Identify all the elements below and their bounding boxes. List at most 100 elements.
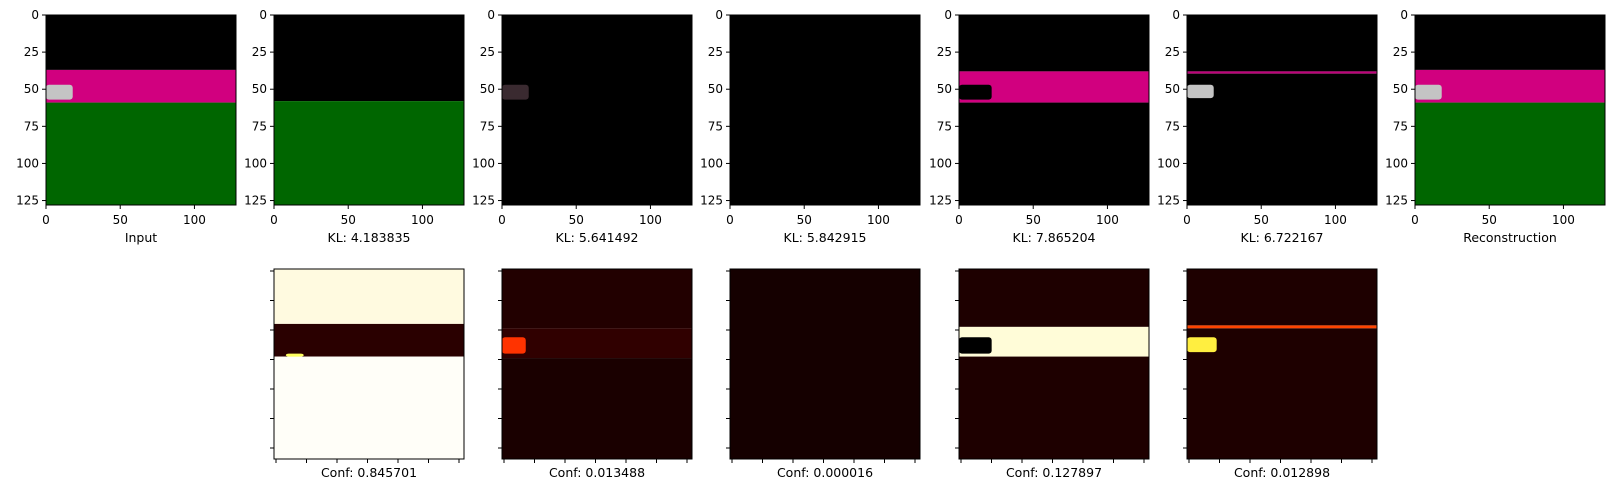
image-band-0 <box>730 269 920 459</box>
y-tick-label: 125 <box>929 194 952 208</box>
image-band-0 <box>1187 15 1377 72</box>
y-tick-label: 125 <box>1157 194 1180 208</box>
y-tick-label: 125 <box>700 194 723 208</box>
panel-label: Conf: 0.845701 <box>321 465 417 480</box>
panel-label: Conf: 0.000016 <box>777 465 873 480</box>
axes-frame <box>958 268 1150 460</box>
y-tick-label: 125 <box>472 194 495 208</box>
y-tick-label: 100 <box>244 156 267 170</box>
y-tick-label: 0 <box>487 8 495 22</box>
y-tick-label: 25 <box>24 45 39 59</box>
panel-label: Input <box>125 230 157 245</box>
image-band-2 <box>274 356 464 459</box>
heat-blob <box>959 337 992 354</box>
image-band-0 <box>502 269 692 329</box>
panel-label: Conf: 0.127897 <box>1006 465 1102 480</box>
panel-9: Conf: 0.000016 <box>726 268 921 480</box>
image-band-1 <box>1187 325 1377 329</box>
axes-frame <box>1186 14 1378 206</box>
x-tick-label: 0 <box>955 213 963 227</box>
axes-frame <box>1414 14 1606 206</box>
heat-blob <box>285 353 304 357</box>
y-tick-label: 25 <box>708 45 723 59</box>
x-tick-label: 100 <box>867 213 890 227</box>
panel-label: KL: 5.641492 <box>556 230 639 245</box>
y-tick-label: 25 <box>252 45 267 59</box>
y-tick-label: 100 <box>16 156 39 170</box>
y-tick-label: 100 <box>1157 156 1180 170</box>
image-band-0 <box>274 269 464 324</box>
image-band-1 <box>46 69 236 103</box>
y-tick-label: 100 <box>929 156 952 170</box>
x-tick-label: 0 <box>42 213 50 227</box>
image-band-0 <box>1187 269 1377 326</box>
panel-11: Conf: 0.012898 <box>1183 268 1378 480</box>
x-tick-label: 0 <box>1411 213 1419 227</box>
axes-frame <box>1186 268 1378 460</box>
y-tick-label: 50 <box>1393 82 1408 96</box>
car-shape <box>1415 84 1442 100</box>
axes-frame <box>273 268 465 460</box>
image-band-1 <box>502 328 692 359</box>
heat-blob <box>1187 337 1217 353</box>
panel-label: KL: 5.842915 <box>784 230 867 245</box>
y-tick-label: 75 <box>480 119 495 133</box>
image-band-0 <box>959 15 1149 72</box>
panel-label: KL: 6.722167 <box>1241 230 1324 245</box>
image-band-1 <box>1187 71 1377 74</box>
image-band-0 <box>502 15 692 205</box>
x-tick-label: 50 <box>1026 213 1041 227</box>
x-tick-label: 100 <box>1324 213 1347 227</box>
y-tick-label: 125 <box>244 194 267 208</box>
y-tick-label: 100 <box>700 156 723 170</box>
image-band-1 <box>274 101 464 205</box>
y-tick-label: 50 <box>708 82 723 96</box>
axes-frame <box>729 268 921 460</box>
axes-frame <box>958 14 1150 206</box>
x-tick-label: 100 <box>183 213 206 227</box>
image-band-2 <box>1187 328 1377 459</box>
y-tick-label: 0 <box>31 8 39 22</box>
x-tick-label: 50 <box>1482 213 1497 227</box>
image-band-0 <box>274 15 464 102</box>
image-band-0 <box>959 269 1149 327</box>
panel-8: Conf: 0.013488 <box>498 268 693 480</box>
y-tick-label: 25 <box>937 45 952 59</box>
y-tick-label: 75 <box>1393 119 1408 133</box>
panel-label: Reconstruction <box>1463 230 1557 245</box>
car-shape <box>959 84 992 100</box>
y-tick-label: 0 <box>1172 8 1180 22</box>
heat-blob <box>502 337 526 354</box>
y-tick-label: 75 <box>1165 119 1180 133</box>
y-tick-label: 125 <box>1385 194 1408 208</box>
car-shape <box>502 84 529 100</box>
panel-label: Conf: 0.013488 <box>549 465 645 480</box>
image-band-1 <box>274 323 464 357</box>
car-shape <box>46 84 73 100</box>
y-tick-label: 0 <box>259 8 267 22</box>
image-band-0 <box>1415 15 1605 70</box>
y-tick-label: 125 <box>16 194 39 208</box>
panel-label: KL: 7.865204 <box>1013 230 1096 245</box>
y-tick-label: 50 <box>24 82 39 96</box>
y-tick-label: 75 <box>24 119 39 133</box>
x-tick-label: 0 <box>1183 213 1191 227</box>
image-band-2 <box>1187 73 1377 205</box>
image-band-2 <box>46 102 236 205</box>
panel-label: Conf: 0.012898 <box>1234 465 1330 480</box>
panel-10: Conf: 0.127897 <box>955 268 1150 480</box>
y-tick-label: 50 <box>937 82 952 96</box>
car-shape <box>1187 84 1214 99</box>
y-tick-label: 0 <box>944 8 952 22</box>
image-band-2 <box>502 358 692 459</box>
image-band-0 <box>46 15 236 70</box>
y-tick-label: 0 <box>1400 8 1408 22</box>
y-tick-label: 100 <box>1385 156 1408 170</box>
y-tick-label: 75 <box>708 119 723 133</box>
y-tick-label: 75 <box>252 119 267 133</box>
y-tick-label: 100 <box>472 156 495 170</box>
